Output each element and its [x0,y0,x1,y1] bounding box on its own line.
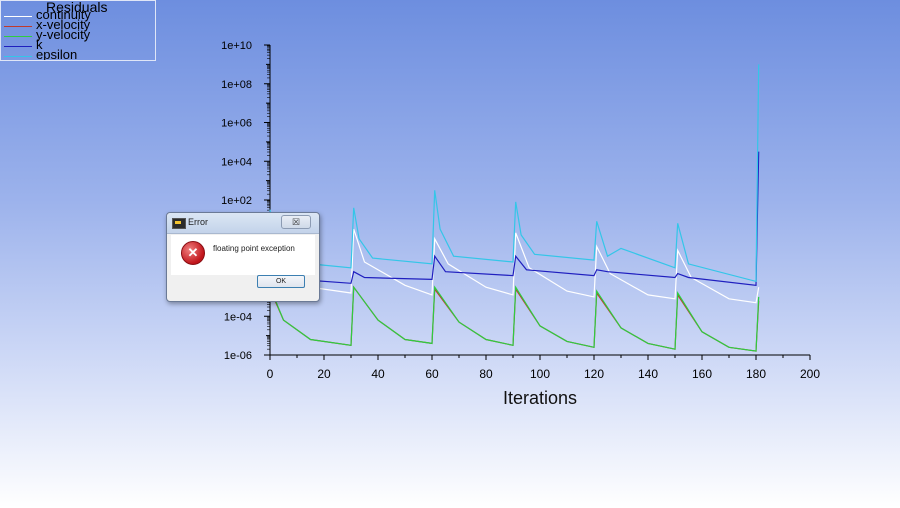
y-tick-label: 1e+04 [221,156,252,168]
y-tick-label: 1e+06 [221,118,252,130]
legend-item-continuity: continuity [1,7,151,22]
series-line-continuity [269,228,760,304]
close-button[interactable]: ☒ [281,215,311,229]
dialog-body: ✕ floating point exception [171,235,315,275]
ok-button[interactable]: OK [257,275,305,288]
legend-swatch-k [4,46,32,47]
legend: Residuals continuity x-velocity y-veloci… [0,0,156,61]
x-tick-label: 60 [425,367,439,381]
x-tick-label: 20 [317,367,331,381]
y-tick-label: 1e+02 [221,195,252,207]
dialog-title: Error [188,217,208,227]
error-dialog: Error ☒ ✕ floating point exception OK [166,212,320,302]
x-tick-label: 120 [584,367,604,381]
legend-label: y-velocity [36,27,91,42]
plot-axes: 0204060801001201401601802001e-061e-041e-… [221,40,820,381]
error-icon: ✕ [181,241,205,265]
y-tick-label: 1e+08 [221,79,252,91]
legend-item-epsilon: epsilon [1,47,151,61]
legend-item-y-velocity: y-velocity [1,27,151,42]
y-tick-label: 1e-06 [224,350,252,362]
legend-swatch-continuity [4,16,32,17]
y-tick-label: 1e+10 [221,40,252,52]
x-tick-label: 80 [479,367,493,381]
series-layer [269,64,760,352]
x-tick-label: 140 [638,367,658,381]
dialog-titlebar[interactable]: Error ☒ [167,213,319,234]
legend-label: continuity [36,7,91,22]
series-line-y-velocity [269,285,760,352]
legend-item-x-velocity: x-velocity [1,17,151,32]
legend-swatch-y-velocity [4,36,32,37]
x-tick-label: 160 [692,367,712,381]
legend-swatch-x-velocity [4,26,32,27]
legend-label: k [36,37,43,52]
x-tick-label: 40 [371,367,385,381]
legend-title: Residuals [46,0,108,15]
x-tick-label: 100 [530,367,550,381]
x-tick-label: 200 [800,367,820,381]
legend-label: epsilon [36,47,78,61]
app-icon [172,218,186,229]
x-tick-label: 0 [267,367,274,381]
legend-label: x-velocity [36,17,91,32]
x-tick-label: 180 [746,367,766,381]
x-axis-label: Iterations [502,388,578,408]
series-line-epsilon [269,64,760,283]
y-tick-label: 1e-04 [224,311,252,323]
dialog-message: floating point exception [213,244,295,253]
legend-swatch-epsilon [4,56,32,57]
legend-item-k: k [1,37,151,52]
series-line-k [269,151,760,286]
